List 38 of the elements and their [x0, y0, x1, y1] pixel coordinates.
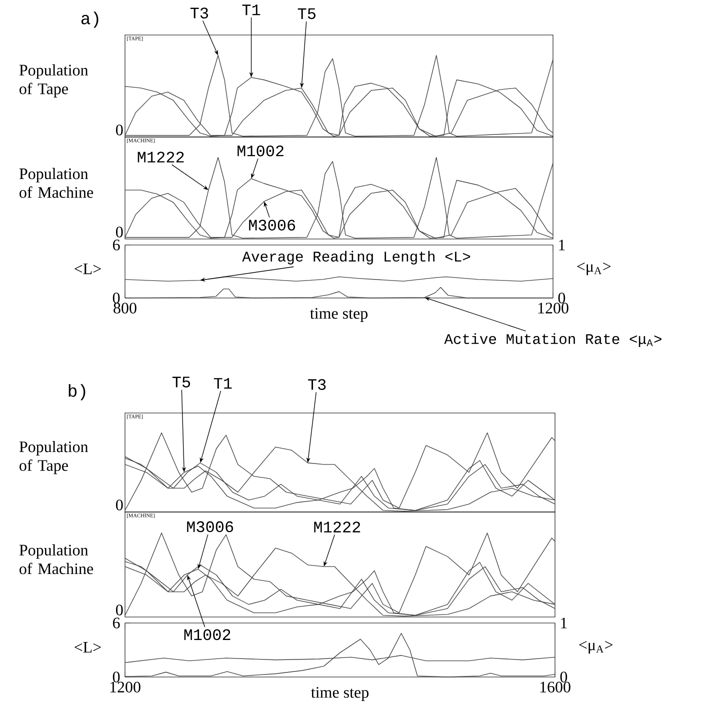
annotation: M3006 — [249, 220, 296, 231]
annotation: T5 — [298, 8, 316, 20]
annotation: Active Mutation Rate <μ$_{A}$> — [444, 333, 662, 347]
text: a) — [81, 12, 98, 28]
y2-axis-title: <μ$_{A}$> — [577, 262, 611, 276]
y2-tick-label: 1 — [561, 618, 567, 628]
y-tick-label: 0 — [112, 672, 120, 682]
annotation: M1222 — [314, 522, 360, 532]
annotation: T1 — [242, 4, 260, 16]
y-axis-title: Population of Tape — [19, 64, 88, 98]
annotation: Average Reading Length <L> — [242, 250, 470, 264]
annotation: T3 — [308, 379, 326, 390]
y2-tick-label: 0 — [560, 672, 568, 682]
text: b) — [68, 384, 86, 400]
y-axis-title: <L> — [74, 264, 101, 274]
annotation: T1 — [214, 378, 232, 389]
y-tick-label: 6 — [112, 618, 120, 628]
y-axis-title: Population of Machine — [19, 168, 94, 198]
annotation: T3 — [190, 8, 208, 18]
annotation: M1002 — [238, 145, 284, 156]
y2-tick-label: 1 — [559, 240, 565, 250]
y-axis-title: Population of Machine — [19, 544, 94, 574]
y-axis-title: Population of Tape — [19, 440, 88, 474]
y-tick-label: 0 — [112, 292, 120, 304]
x-tick-label: 1200 — [538, 302, 568, 314]
x-axis-title: time step — [311, 687, 369, 702]
x-axis-title: time step — [310, 308, 368, 322]
annotation: M1002 — [184, 629, 230, 640]
y2-tick-label: 0 — [558, 292, 566, 304]
x-tick-label: 1600 — [540, 682, 570, 692]
annotation: M3006 — [187, 521, 234, 532]
y-tick-label: 6 — [112, 240, 120, 250]
y-axis-title: <L> — [74, 642, 101, 653]
y2-axis-title: <μ$_{A}$> — [579, 640, 613, 654]
x-tick-label: 800 — [114, 302, 136, 314]
annotation: M1222 — [138, 152, 184, 162]
annotation: T5 — [172, 376, 190, 388]
x-tick-label: 1200 — [110, 682, 140, 692]
